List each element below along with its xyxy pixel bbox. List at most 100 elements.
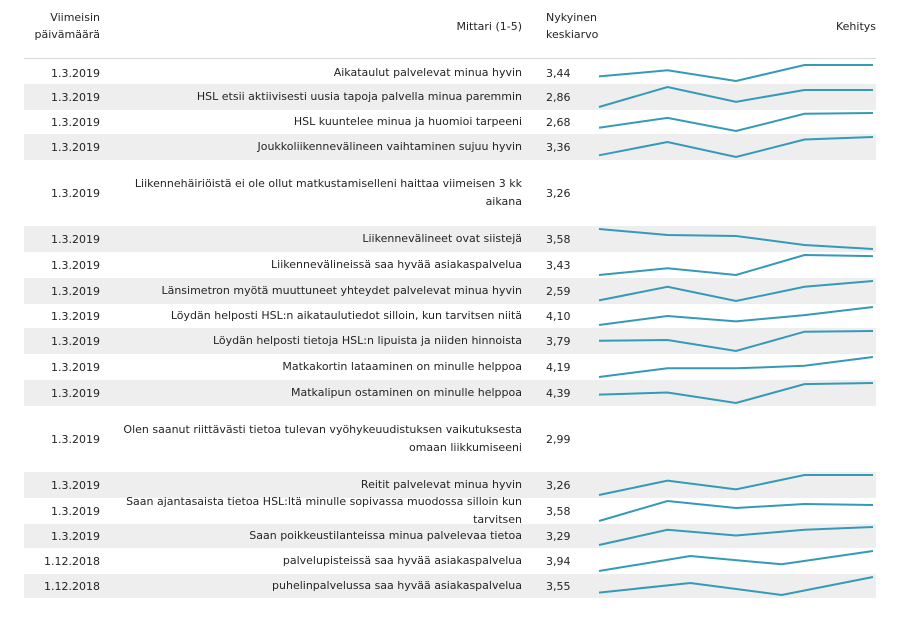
sparkline-chart [598, 85, 873, 108]
table-row[interactable]: 1.12.2018 puhelinpalvelussa saa hyvää asi… [24, 574, 876, 598]
sparkline-line [598, 253, 874, 277]
sparkline-chart [598, 356, 874, 378]
row-date: 1.3.2019 [51, 90, 100, 104]
sparkline-chart [598, 136, 874, 159]
row-metric: Saan poikkeustilanteissa minua palveleva… [249, 529, 522, 542]
row-metric: Löydän helposti tietoja HSL:n lipuista j… [212, 334, 522, 347]
row-metric: Liikennehäiriöistä ei ole ollut matkusta… [134, 177, 522, 208]
sparkline-line [598, 550, 874, 572]
row-date: 1.3.2019 [51, 360, 100, 374]
row-trend-sparkline [598, 524, 874, 548]
sparkline-chart [598, 228, 874, 250]
sparkline-chart [598, 64, 873, 83]
sparkline-line [598, 330, 874, 353]
table-row[interactable]: 1.3.2019 Saan ajantasaista tietoa HSL:ltä… [24, 495, 876, 526]
row-average: 3,36 [546, 140, 571, 154]
table-row[interactable]: 1.3.2019 Löydän helposti tietoja HSL:n li… [24, 328, 876, 354]
row-average: 3,29 [546, 529, 571, 543]
row-average: 3,94 [546, 554, 571, 568]
row-metric: HSL etsii aktiivisesti uusia tapoja palv… [196, 90, 522, 103]
row-trend-sparkline [598, 498, 874, 524]
row-trend-sparkline [598, 328, 874, 354]
row-metric: Olen saanut riittävästi tietoa tulevan v… [123, 423, 522, 454]
row-average: 2,86 [546, 90, 571, 104]
row-trend-sparkline [598, 110, 874, 134]
row-metric: puhelinpalvelussa saa hyvää asiakaspalve… [272, 579, 522, 592]
row-date: 1.12.2018 [44, 579, 100, 593]
header-date[interactable]: Viimeisin päivämäärä [34, 11, 101, 41]
header-trend[interactable]: Kehitys [835, 20, 876, 33]
row-average: 3,58 [546, 232, 571, 246]
row-metric: Matkakortin lataaminen on minulle helppo… [282, 360, 522, 373]
table-row[interactable]: 1.3.2019 Olen saanut riittävästi tietoa t… [24, 406, 876, 472]
sparkline-chart [598, 474, 873, 496]
row-date: 1.3.2019 [51, 504, 100, 518]
table-row[interactable]: 1.3.2019 HSL etsii aktiivisesti uusia tap… [24, 84, 876, 110]
row-metric: Länsimetron myötä muuttuneet yhteydet pa… [161, 284, 522, 297]
row-average: 3,44 [546, 66, 571, 80]
table-row[interactable]: 1.3.2019 Saan poikkeustilanteissa minua p… [24, 524, 876, 548]
sparkline-chart [598, 253, 874, 277]
table-row[interactable]: 1.3.2019 Löydän helposti HSL:n aikataulut… [24, 304, 876, 328]
row-average: 2,59 [546, 284, 571, 298]
sparkline-line [598, 382, 874, 405]
table-row[interactable]: 1.3.2019 Liikennevälineet ovat siistejä 3,… [24, 226, 876, 252]
sparkline-chart [598, 526, 874, 546]
row-date: 1.3.2019 [51, 432, 100, 446]
row-metric: Matkalipun ostaminen on minulle helppoa [290, 386, 522, 399]
row-average: 2,99 [546, 432, 571, 446]
row-date: 1.12.2018 [44, 554, 100, 568]
row-date: 1.3.2019 [51, 334, 100, 348]
row-trend-sparkline [598, 226, 874, 252]
header-metric[interactable]: Mittari (1-5) [456, 20, 522, 33]
table-row[interactable]: 1.3.2019 Länsimetron myötä muuttuneet yht… [24, 278, 876, 304]
table-row[interactable]: 1.3.2019 Matkalipun ostaminen on minulle … [24, 380, 876, 406]
sparkline-line [598, 280, 874, 303]
table-row[interactable]: 1.3.2019 Joukkoliikennevälineen vaihtamin… [24, 134, 876, 160]
row-metric: palvelupisteissä saa hyvää asiakaspalvel… [282, 554, 522, 567]
row-date: 1.3.2019 [51, 258, 100, 272]
row-date: 1.3.2019 [51, 232, 100, 246]
table-row[interactable]: 1.3.2019 Matkakortin lataaminen on minull… [24, 354, 876, 380]
row-average: 4,10 [546, 309, 571, 323]
table-row[interactable]: 1.3.2019 HSL kuuntelee minua ja huomioi t… [24, 110, 876, 134]
row-date: 1.3.2019 [51, 386, 100, 400]
row-date: 1.3.2019 [51, 140, 100, 154]
row-average: 3,58 [546, 504, 571, 518]
sparkline-line [598, 356, 874, 378]
row-average: 4,19 [546, 360, 571, 374]
row-trend-sparkline [598, 62, 874, 84]
row-date: 1.3.2019 [51, 284, 100, 298]
row-date: 1.3.2019 [51, 66, 100, 80]
sparkline-chart [598, 382, 874, 405]
header-average[interactable]: Nykyinen keskiarvo [546, 11, 599, 41]
table-row[interactable]: 1.3.2019 Liikennehäiriöistä ei ole ollut … [24, 160, 876, 226]
row-metric: Reitit palvelevat minua hyvin [360, 478, 522, 491]
row-trend-sparkline [598, 380, 874, 406]
sparkline-line [598, 112, 874, 133]
row-metric: Liikennevälineissä saa hyvää asiakaspalv… [271, 258, 522, 271]
row-trend-sparkline [598, 354, 874, 380]
row-average: 3,79 [546, 334, 571, 348]
sparkline-line [598, 576, 874, 597]
table-header: Viimeisin päivämäärä Mittari (1-5) Nykyi… [24, 0, 877, 56]
row-trend-sparkline [598, 574, 874, 598]
row-metric: Joukkoliikennevälineen vaihtaminen sujuu… [257, 140, 522, 153]
table-row[interactable]: 1.3.2019 Liikennevälineissä saa hyvää asi… [24, 252, 876, 278]
row-date: 1.3.2019 [51, 529, 100, 543]
sparkline-line [598, 64, 873, 83]
table-row[interactable]: 1.3.2019 Aikataulut palvelevat minua hyvi… [24, 62, 876, 84]
sparkline-chart [598, 280, 874, 303]
row-average: 3,26 [546, 478, 571, 492]
row-metric: Aikataulut palvelevat minua hyvin [333, 66, 522, 79]
row-date: 1.3.2019 [51, 186, 100, 200]
row-trend-sparkline [598, 84, 874, 110]
table-row[interactable]: 1.12.2018 palvelupisteissä saa hyvää asia… [24, 548, 876, 574]
sparkline-line [598, 85, 873, 108]
row-date: 1.3.2019 [51, 115, 100, 129]
row-average: 3,55 [546, 579, 571, 593]
sparkline-chart [598, 550, 874, 572]
table-row[interactable]: 1.3.2019 Reitit palvelevat minua hyvin 3,2… [24, 472, 876, 498]
row-trend-sparkline [598, 134, 874, 160]
sparkline-chart [598, 576, 874, 597]
